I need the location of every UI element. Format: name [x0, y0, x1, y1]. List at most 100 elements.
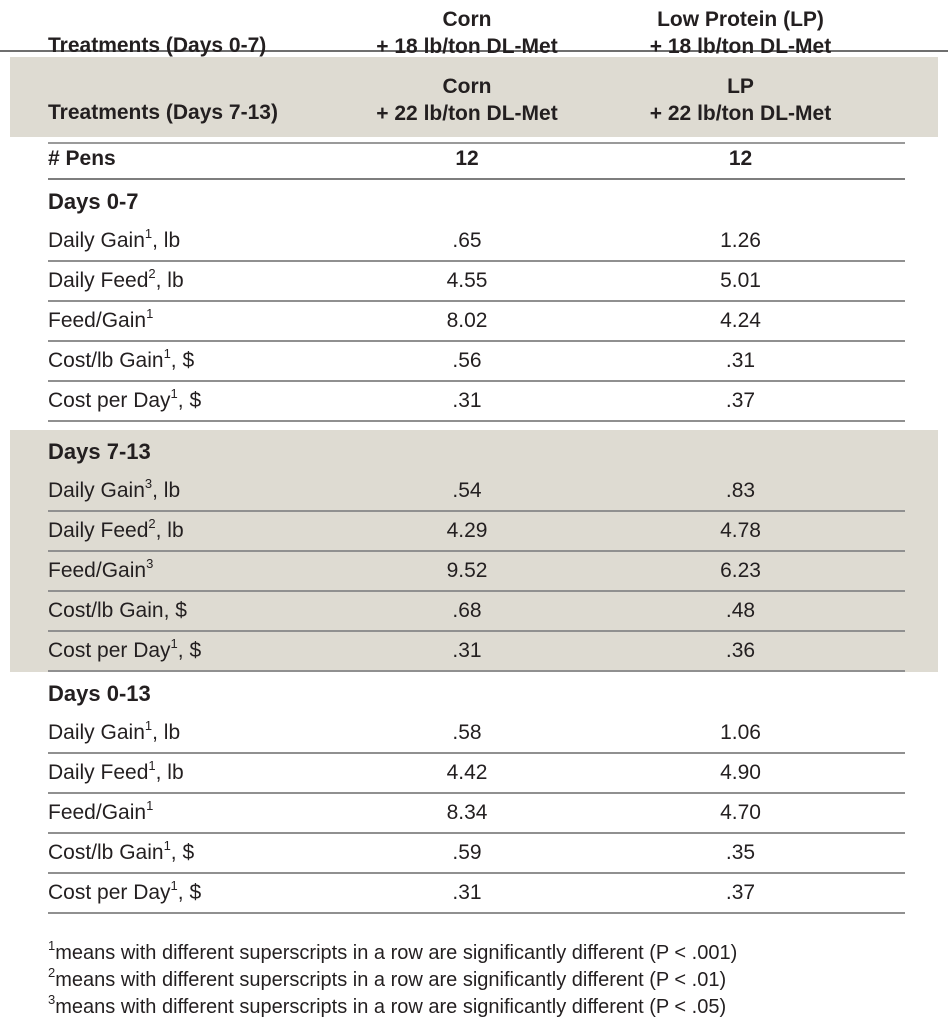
- value-lp: .35: [725, 841, 756, 864]
- value-lp: .48: [725, 599, 756, 622]
- table-row-cost-per-day: Cost per Day1, $ .31 .37: [48, 874, 905, 914]
- table-row-daily-feed: Daily Feed1, lb 4.42 4.90: [48, 754, 905, 794]
- header-col-lp-18: Low Protein (LP) + 18 lb/ton DL-Met: [576, 6, 905, 60]
- footnote-superscript: 2: [48, 965, 56, 981]
- value-lp: .37: [725, 389, 756, 412]
- value-corn: 8.02: [446, 309, 488, 332]
- superscript: 2: [148, 266, 156, 281]
- row-label: Daily Gain1, lb: [48, 226, 181, 252]
- footnotes: 1means with different superscripts in a …: [48, 938, 908, 1021]
- row-label: Cost/lb Gain1, $: [48, 346, 195, 372]
- pens-row-label: # Pens: [48, 147, 116, 170]
- value-lp: 5.01: [720, 269, 761, 292]
- row-label: Daily Feed1, lb: [48, 758, 184, 784]
- value-lp: .83: [725, 479, 756, 502]
- header-row-days-0-7: Treatments (Days 0-7) Corn + 18 lb/ton D…: [0, 0, 948, 58]
- superscript: 1: [146, 798, 154, 813]
- header-col-corn-18: Corn + 18 lb/ton DL-Met: [358, 6, 576, 60]
- header-row-days-7-13-shaded-band: Treatments (Days 7-13) Corn + 22 lb/ton …: [10, 57, 938, 137]
- superscript: 1: [163, 838, 171, 853]
- row-label: Daily Feed2, lb: [48, 266, 184, 292]
- table-row-feed-gain: Feed/Gain1 8.34 4.70: [48, 794, 905, 834]
- superscript: 1: [170, 878, 178, 893]
- value-corn: .31: [452, 639, 482, 662]
- row-label: Daily Feed2, lb: [48, 516, 184, 542]
- superscript: 1: [163, 346, 171, 361]
- value-corn: 9.52: [446, 559, 488, 582]
- header-col-corn-22-line2: + 22 lb/ton DL-Met: [376, 102, 558, 125]
- row-label: Cost per Day1, $: [48, 636, 202, 662]
- value-lp: .36: [725, 639, 756, 662]
- table-row-daily-gain: Daily Gain1, lb .58 1.06: [48, 714, 905, 754]
- value-corn: .59: [452, 841, 482, 864]
- value-lp: 1.06: [720, 721, 761, 744]
- superscript: 1: [170, 386, 178, 401]
- value-corn: 4.42: [446, 761, 488, 784]
- header-col-lp-22-line1: LP: [727, 75, 754, 98]
- superscript: 1: [144, 718, 153, 733]
- value-corn: 4.29: [446, 519, 488, 542]
- footnote-1: 1means with different superscripts in a …: [48, 938, 738, 964]
- header-col-corn-18-line2: + 18 lb/ton DL-Met: [376, 35, 558, 58]
- value-lp: 1.26: [720, 229, 761, 252]
- superscript: 1: [170, 636, 178, 651]
- row-label: Cost per Day1, $: [48, 386, 202, 412]
- value-corn: .31: [452, 881, 482, 904]
- pens-row: # Pens 12 12: [48, 142, 905, 180]
- row-label: Cost/lb Gain1, $: [48, 838, 195, 864]
- header-col-lp-18-line1: Low Protein (LP): [657, 8, 824, 31]
- table-row-cost-per-day: Cost per Day1, $ .31 .37: [48, 382, 905, 422]
- section-title: Days 0-7: [48, 189, 139, 214]
- footnote-superscript: 1: [48, 938, 56, 954]
- row-label: Daily Gain1, lb: [48, 718, 181, 744]
- table-row-daily-gain: Daily Gain3, lb .54 .83: [48, 472, 905, 512]
- row-label: Cost/lb Gain, $: [48, 599, 187, 622]
- pens-row-value-lp: 12: [728, 147, 753, 170]
- row-label: Cost per Day1, $: [48, 878, 202, 904]
- table-sections: Days 0-7 Daily Gain1, lb .65 1.26 Daily Feed…: [0, 180, 948, 914]
- value-corn: .56: [452, 349, 482, 372]
- superscript: 2: [148, 516, 156, 531]
- table-body: # Pens 12 12 Days 0-7 Daily Gain1, lb .65 1…: [0, 142, 948, 914]
- value-lp: 4.90: [720, 761, 761, 784]
- value-lp: 6.23: [720, 559, 761, 582]
- header-col-lp-18-line2: + 18 lb/ton DL-Met: [649, 35, 832, 58]
- value-corn: .31: [452, 389, 482, 412]
- table-row-daily-gain: Daily Gain1, lb .65 1.26: [48, 222, 905, 262]
- row-label: Daily Gain3, lb: [48, 476, 181, 502]
- value-corn: .58: [452, 721, 482, 744]
- value-corn: 4.55: [446, 269, 488, 292]
- table-row-daily-feed: Daily Feed2, lb 4.29 4.78: [48, 512, 905, 552]
- table-row-cost-per-day: Cost per Day1, $ .31 .36: [48, 632, 905, 672]
- value-lp: 4.24: [720, 309, 761, 332]
- section-days-7-13: Days 7-13 Daily Gain3, lb .54 .83 Daily Feed…: [10, 430, 938, 672]
- superscript: 1: [146, 306, 154, 321]
- table-row-daily-feed: Daily Feed2, lb 4.55 5.01: [48, 262, 905, 302]
- value-lp: .31: [725, 349, 756, 372]
- value-lp: .37: [725, 881, 756, 904]
- superscript: 1: [144, 226, 153, 241]
- header-label-treatments-days-0-7: Treatments (Days 0-7): [48, 34, 267, 57]
- table-row-cost-lb-gain: Cost/lb Gain1, $ .59 .35: [48, 834, 905, 874]
- header-label-treatments-days-7-13: Treatments (Days 7-13): [48, 101, 278, 124]
- value-lp: 4.78: [720, 519, 761, 542]
- superscript: 3: [146, 556, 154, 571]
- header-col-corn-18-line1: Corn: [442, 8, 492, 31]
- table-row-feed-gain: Feed/Gain3 9.52 6.23: [48, 552, 905, 592]
- footnote-2: 2means with different superscripts in a …: [48, 965, 727, 991]
- superscript: 3: [144, 476, 153, 491]
- footnote-superscript: 3: [48, 992, 56, 1008]
- table-row-cost-lb-gain: Cost/lb Gain, $ .68 .48: [48, 592, 905, 632]
- value-corn: .65: [452, 229, 482, 252]
- section-title: Days 0-13: [48, 681, 151, 706]
- header-col-corn-22: Corn + 22 lb/ton DL-Met: [358, 73, 576, 127]
- value-corn: 8.34: [446, 801, 488, 824]
- header-row-days-7-13: Treatments (Days 7-13) Corn + 22 lb/ton …: [10, 57, 938, 137]
- row-label: Feed/Gain1: [48, 798, 154, 824]
- value-corn: .54: [452, 479, 482, 502]
- header-col-lp-22-line2: + 22 lb/ton DL-Met: [649, 102, 832, 125]
- table-row-cost-lb-gain: Cost/lb Gain1, $ .56 .31: [48, 342, 905, 382]
- value-corn: .68: [452, 599, 482, 622]
- value-lp: 4.70: [720, 801, 761, 824]
